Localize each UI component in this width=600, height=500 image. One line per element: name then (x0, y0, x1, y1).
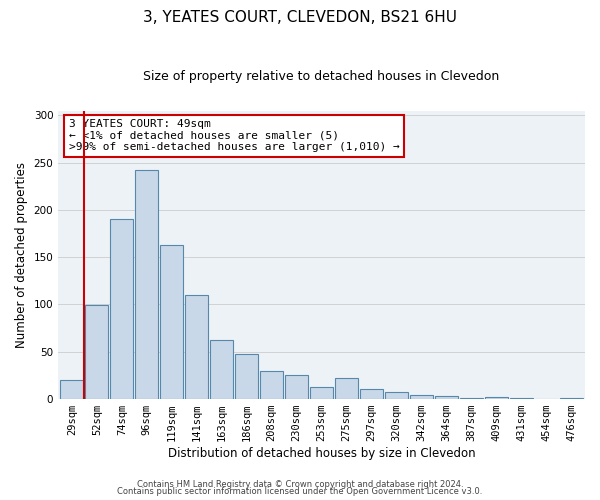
Bar (61, 380, 83, 399)
X-axis label: Distribution of detached houses by size in Clevedon: Distribution of detached houses by size … (168, 447, 475, 460)
Bar (410, 396, 433, 399)
Bar (235, 354, 258, 399)
Bar (510, 398, 533, 399)
Bar (310, 387, 333, 399)
Text: 3, YEATES COURT, CLEVEDON, BS21 6HU: 3, YEATES COURT, CLEVEDON, BS21 6HU (143, 10, 457, 25)
Bar (110, 220, 133, 399)
Bar (335, 378, 358, 399)
Y-axis label: Number of detached properties: Number of detached properties (15, 162, 28, 348)
Bar (385, 392, 408, 399)
Text: Contains HM Land Registry data © Crown copyright and database right 2024.: Contains HM Land Registry data © Crown c… (137, 480, 463, 489)
Bar (136, 170, 158, 399)
Text: 3 YEATES COURT: 49sqm
← <1% of detached houses are smaller (5)
>99% of semi-deta: 3 YEATES COURT: 49sqm ← <1% of detached … (69, 119, 400, 152)
Bar (460, 398, 483, 399)
Bar (285, 376, 308, 399)
Bar (185, 295, 208, 399)
Bar (85, 306, 109, 399)
Bar (160, 245, 183, 399)
Bar (360, 388, 383, 399)
Title: Size of property relative to detached houses in Clevedon: Size of property relative to detached ho… (143, 70, 500, 83)
Bar (435, 396, 458, 399)
Bar (560, 398, 583, 399)
Bar (260, 370, 283, 399)
Text: Contains public sector information licensed under the Open Government Licence v3: Contains public sector information licen… (118, 487, 482, 496)
Bar (210, 340, 233, 399)
Bar (485, 397, 508, 399)
